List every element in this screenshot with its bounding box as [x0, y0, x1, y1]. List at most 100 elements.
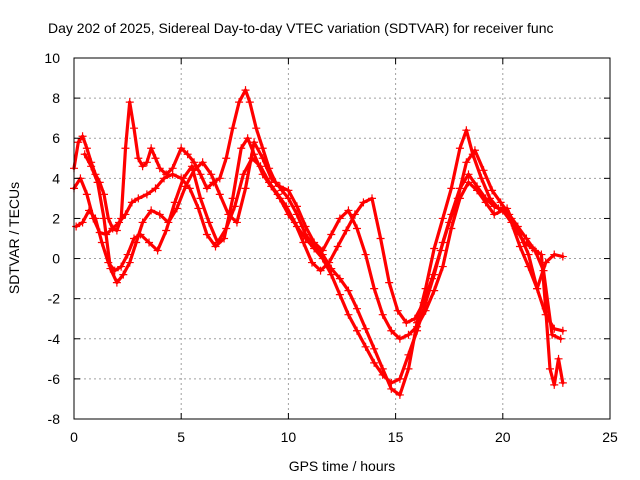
data-point — [179, 174, 188, 183]
data-point — [265, 178, 274, 187]
x-tick-label: 5 — [177, 429, 185, 445]
data-point — [558, 252, 567, 261]
data-point — [162, 226, 171, 235]
data-point — [556, 334, 565, 343]
data-point — [387, 378, 396, 387]
data-point — [153, 246, 162, 255]
data-point — [376, 234, 385, 243]
data-point — [232, 218, 241, 227]
data-point — [421, 306, 430, 315]
series-line — [74, 148, 563, 341]
data-point — [537, 250, 546, 259]
data-point — [82, 144, 91, 153]
data-point — [181, 182, 190, 191]
y-tick-label: 8 — [52, 90, 60, 106]
data-point — [239, 170, 248, 179]
data-point — [142, 158, 151, 167]
data-point — [368, 194, 377, 203]
data-point — [513, 222, 522, 231]
data-point — [318, 246, 327, 255]
x-axis-title: GPS time / hours — [289, 458, 396, 474]
data-point — [530, 246, 539, 255]
series-layer — [70, 86, 567, 399]
data-point — [335, 290, 344, 299]
data-point — [524, 262, 533, 271]
data-point — [205, 218, 214, 227]
data-point — [250, 138, 259, 147]
data-point — [112, 226, 121, 235]
data-point — [134, 154, 143, 163]
data-point — [282, 202, 291, 211]
data-point — [275, 182, 284, 191]
data-point — [550, 380, 559, 389]
data-point — [404, 364, 413, 373]
data-point — [170, 198, 179, 207]
data-point — [361, 324, 370, 333]
data-point — [545, 364, 554, 373]
data-point — [419, 298, 428, 307]
data-point — [395, 390, 404, 399]
data-point — [335, 214, 344, 223]
data-point — [353, 326, 362, 335]
data-point — [455, 144, 464, 153]
data-point — [78, 132, 87, 141]
data-point — [213, 238, 222, 247]
data-point — [335, 274, 344, 283]
data-point — [378, 370, 387, 379]
data-point — [123, 250, 132, 259]
data-point — [436, 246, 445, 255]
data-point — [110, 266, 119, 275]
data-point — [256, 162, 265, 171]
data-point — [550, 250, 559, 259]
data-point — [490, 210, 499, 219]
data-point — [430, 244, 439, 253]
data-point — [453, 194, 462, 203]
data-point — [82, 190, 91, 199]
data-point — [370, 284, 379, 293]
data-point — [505, 210, 514, 219]
data-point — [80, 150, 89, 159]
data-point — [438, 214, 447, 223]
data-point — [290, 218, 299, 227]
data-point — [344, 310, 353, 319]
tick-layer — [73, 57, 611, 420]
data-point — [108, 224, 117, 233]
x-tick-label: 0 — [70, 429, 78, 445]
data-point — [87, 162, 96, 171]
data-point — [350, 210, 359, 219]
data-point — [138, 162, 147, 171]
data-point — [464, 178, 473, 187]
data-point — [410, 314, 419, 323]
data-point — [138, 218, 147, 227]
data-point — [301, 222, 310, 231]
data-point — [241, 184, 250, 193]
series-line — [83, 140, 565, 341]
data-point — [215, 174, 224, 183]
data-point — [327, 230, 336, 239]
data-point — [515, 242, 524, 251]
data-point — [245, 98, 254, 107]
data-point — [325, 258, 334, 267]
data-point — [85, 206, 94, 215]
y-tick-label: -2 — [48, 291, 61, 307]
data-point — [370, 344, 379, 353]
data-point — [252, 124, 261, 133]
data-point — [222, 154, 231, 163]
data-point — [243, 134, 252, 143]
data-point — [151, 184, 160, 193]
data-point — [119, 270, 128, 279]
series-line — [72, 136, 565, 385]
data-point — [344, 206, 353, 215]
data-point — [121, 210, 130, 219]
label-layer: 0 5 10 15 20 25 -8 -6 -4 -2 0 2 4 6 8 10 — [44, 50, 618, 445]
data-point — [353, 304, 362, 313]
series-track-2 — [70, 134, 567, 387]
y-tick-label: -8 — [48, 411, 61, 427]
series-line — [72, 88, 565, 397]
data-point — [112, 278, 121, 287]
data-point — [370, 358, 379, 367]
data-point — [395, 334, 404, 343]
data-point — [438, 262, 447, 271]
data-point — [74, 138, 83, 147]
y-tick-label: 6 — [52, 130, 60, 146]
